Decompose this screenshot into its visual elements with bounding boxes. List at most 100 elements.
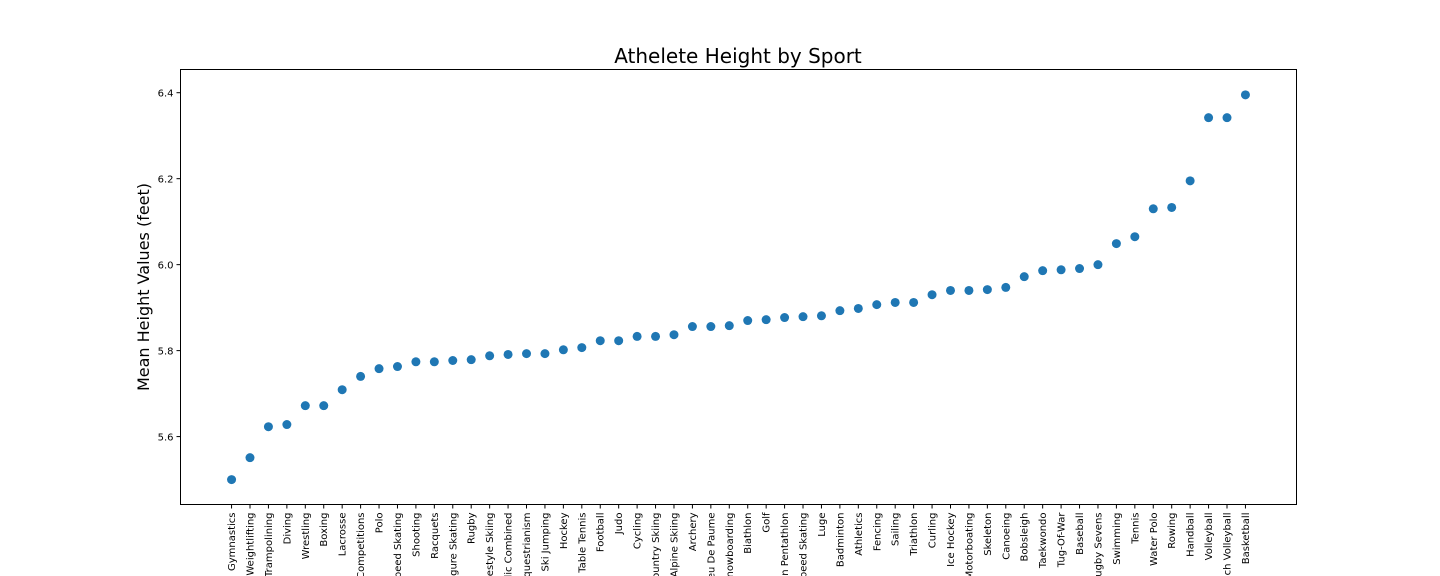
x-tick-label: Competitions [356, 513, 367, 576]
x-tick-label: Golf [762, 512, 773, 533]
x-tick-label: Archery [688, 512, 699, 551]
point [743, 316, 753, 326]
x-tick-label: Boxing [319, 513, 330, 547]
point [853, 303, 863, 313]
point [558, 345, 568, 355]
x-tick-label: Weightlifting [245, 513, 256, 576]
x-tick-label: Ski Jumping [540, 513, 551, 572]
x-tick-label: gure Skating [448, 513, 459, 576]
x-tick-label: estyle Skiing [485, 513, 496, 576]
x-tick-label: Trampolining [264, 513, 275, 576]
point [1185, 176, 1195, 186]
x-tick-label: Fencing [872, 513, 883, 552]
point [1148, 204, 1158, 214]
point [669, 330, 679, 340]
x-tick-label: peed Skating [799, 513, 810, 576]
point [724, 321, 734, 331]
x-tick-label: Gymnastics [227, 513, 238, 572]
x-tick-label: Judo [614, 513, 625, 536]
point [798, 312, 808, 322]
point [263, 422, 273, 432]
x-tick-label: Ice Hockey [946, 512, 957, 567]
x-tick-label: n Pentathlon [780, 513, 791, 576]
x-tick-label: ountry Skiing [651, 513, 662, 576]
x-tick-label: Skeleton [983, 513, 994, 556]
point [1075, 264, 1085, 274]
point [872, 300, 882, 310]
y-axis-label: Mean Height Values (feet) [134, 183, 153, 391]
y-tick-label: 5.8 [158, 347, 174, 358]
point [595, 336, 605, 346]
x-tick-label: Bobsleigh [1020, 513, 1031, 562]
point [577, 343, 587, 353]
x-tick-label: Tennis [1130, 513, 1141, 545]
x-tick-label: Handball [1186, 513, 1197, 557]
x-tick-label: Athletics [854, 513, 865, 556]
x-tick-label: Rowing [1167, 513, 1178, 549]
x-tick-label: Badminton [835, 513, 846, 568]
point [503, 349, 513, 359]
point [1130, 232, 1140, 242]
x-tick-label: Table Tennis [577, 513, 588, 574]
x-tick-label: Biathlon [743, 513, 754, 554]
x-tick-label: nowboarding [725, 513, 736, 576]
x-tick-label: Lacrosse [338, 513, 349, 557]
point [945, 285, 955, 295]
point [964, 285, 974, 295]
point [614, 336, 624, 346]
point [890, 297, 900, 307]
x-tick-label: Shooting [411, 513, 422, 557]
x-tick-label: questrianism [522, 513, 533, 576]
x-tick-label: Water Polo [1149, 513, 1160, 566]
x-tick-label: ch Volleyball [1223, 513, 1234, 576]
x-tick-label: Wrestling [301, 513, 312, 560]
point [1019, 272, 1029, 282]
point [632, 331, 642, 341]
point [982, 285, 992, 295]
point [1111, 239, 1121, 249]
x-tick-label: Cycling [633, 513, 644, 550]
x-tick-label: lic Combined [504, 513, 515, 576]
point [1093, 260, 1103, 270]
x-tick-label: Triathlon [909, 513, 920, 557]
x-tick-label: Curling [928, 513, 939, 549]
point [227, 475, 237, 485]
point [835, 306, 845, 316]
point [245, 453, 255, 463]
point [411, 357, 421, 367]
x-tick-label: Racquets [430, 513, 441, 559]
x-tick-label: Tug-Of-War [1057, 512, 1068, 569]
point [392, 362, 402, 372]
point [540, 349, 550, 359]
point [706, 322, 716, 332]
x-tick-label: Hockey [559, 512, 570, 549]
point [1056, 265, 1066, 275]
x-tick-label: ugby Sevens [1093, 513, 1104, 576]
point [356, 371, 366, 381]
y-tick-label: 6.4 [158, 89, 174, 100]
point [485, 351, 495, 361]
y-tick-label: 5.6 [158, 433, 174, 444]
x-tick-label: Sailing [891, 513, 902, 547]
point [319, 401, 329, 411]
x-tick-label: Alpine Skiing [669, 513, 680, 576]
x-tick-label: Baseball [1075, 513, 1086, 555]
x-tick-label: Canoeing [1001, 513, 1012, 560]
y-tick-label: 6.2 [158, 175, 174, 186]
x-tick-label: Luge [817, 513, 828, 537]
point [1167, 202, 1177, 212]
x-tick-label: eu De Paume [706, 513, 717, 576]
point [466, 355, 476, 365]
point [651, 331, 661, 341]
point [374, 364, 384, 374]
x-tick-label: Taekwondo [1038, 513, 1049, 570]
x-tick-label: Rugby [467, 512, 478, 544]
point [1240, 90, 1250, 100]
point [1038, 266, 1048, 276]
point [761, 315, 771, 325]
point [522, 349, 532, 359]
axes-frame [180, 69, 1297, 505]
point [687, 322, 697, 332]
x-tick-label: Swimming [1112, 513, 1123, 565]
